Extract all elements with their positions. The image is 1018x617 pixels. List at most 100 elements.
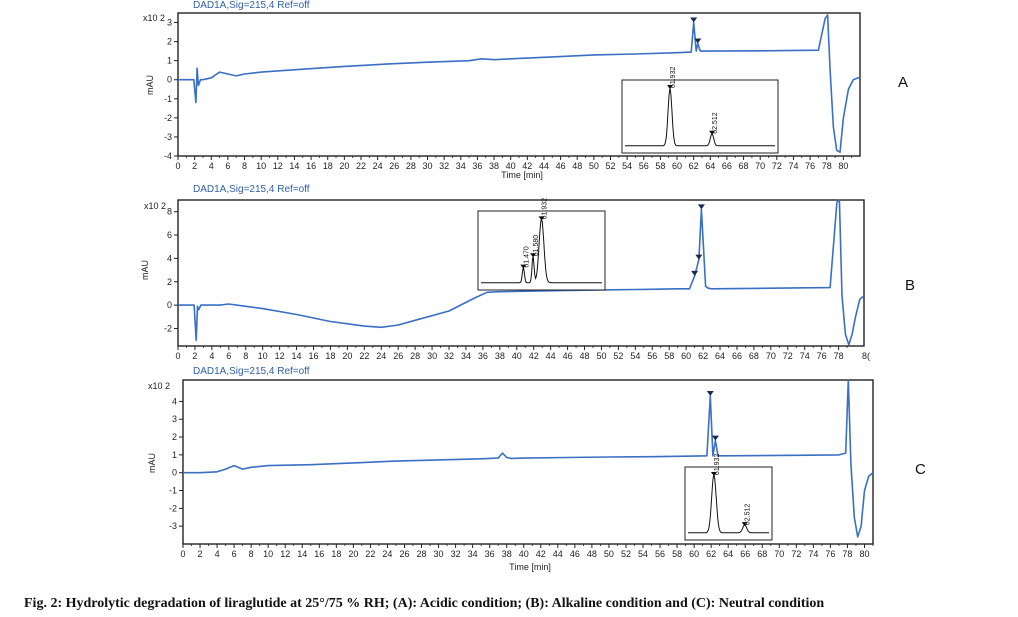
y-tick-label: 3	[172, 414, 177, 424]
x-tick-label: 12	[273, 161, 283, 171]
inset-peak-marker	[530, 253, 537, 258]
x-tick-label: 62	[689, 161, 699, 171]
x-tick-label: 64	[715, 351, 725, 361]
x-tick-label: 42	[529, 351, 539, 361]
inset-peak-label: 61.932	[542, 198, 549, 220]
x-tick-label: 20	[342, 351, 352, 361]
x-tick-label: 26	[399, 549, 409, 559]
peak-marker	[706, 391, 714, 397]
x-tick-label: 62	[706, 549, 716, 559]
x-tick-label: 24	[376, 351, 386, 361]
plot-frame	[177, 199, 865, 347]
x-tick-label: 14	[289, 161, 299, 171]
y-tick-label: 6	[167, 230, 172, 240]
x-tick-label: 10	[263, 549, 273, 559]
x-tick-label: 76	[805, 161, 815, 171]
y-tick-label: -4	[164, 151, 172, 161]
y-tick-label: 1	[172, 450, 177, 460]
peak-marker	[711, 435, 719, 441]
x-tick-label: 58	[664, 351, 674, 361]
x-tick-label: 32	[451, 549, 461, 559]
panel-label: A	[898, 74, 908, 91]
y-tick-label: 2	[167, 37, 172, 47]
x-tick-label: 28	[406, 161, 416, 171]
x-tick-label: 80	[859, 549, 869, 559]
x-tick-label: 64	[705, 161, 715, 171]
x-tick-label: 52	[605, 161, 615, 171]
inset-peak-label: 61.932	[714, 454, 721, 476]
x-tick-label: 2	[192, 161, 197, 171]
x-tick-label: 42	[536, 549, 546, 559]
x-tick-label: 62	[698, 351, 708, 361]
x-tick-label: 48	[572, 161, 582, 171]
x-axis-label: Time [min]	[509, 562, 551, 572]
y-tick-label: 2	[172, 432, 177, 442]
x-tick-label: 14	[292, 351, 302, 361]
x-tick-label: 24	[373, 161, 383, 171]
x-tick-label: 24	[382, 549, 392, 559]
x-axis-label: Time [min]	[501, 170, 543, 180]
x-tick-label: 38	[489, 161, 499, 171]
x-tick-label: 68	[757, 549, 767, 559]
x-tick-label: 12	[275, 351, 285, 361]
x-tick-label: 38	[502, 549, 512, 559]
x-tick-label: 28	[410, 351, 420, 361]
signal-header: DAD1A,Sig=215,4 Ref=off	[193, 184, 310, 195]
x-tick-label: 40	[519, 549, 529, 559]
x-tick-label: 30	[423, 161, 433, 171]
x-tick-label: 64	[723, 549, 733, 559]
x-tick-label: 22	[356, 161, 366, 171]
x-tick-label: 50	[589, 161, 599, 171]
x-tick-label: 54	[622, 161, 632, 171]
x-tick-label: 30	[427, 351, 437, 361]
inset-peak-marker	[520, 264, 527, 269]
x-tick-label: 56	[647, 351, 657, 361]
x-tick-label: 70	[766, 351, 776, 361]
x-tick-label: 46	[556, 161, 566, 171]
x-tick-label: 44	[546, 351, 556, 361]
x-tick-label: 22	[365, 549, 375, 559]
x-tick-label: 32	[444, 351, 454, 361]
x-tick-label: 18	[323, 161, 333, 171]
y-tick-label: -1	[164, 94, 172, 104]
inset-frame	[477, 210, 606, 291]
x-tick-label: 12	[280, 549, 290, 559]
x-tick-label: 16	[306, 161, 316, 171]
x-tick-label: 48	[587, 549, 597, 559]
x-tick-label: 76	[817, 351, 827, 361]
y-tick-label: -2	[169, 503, 177, 513]
x-tick-label: 66	[740, 549, 750, 559]
inset-peak-marker	[667, 85, 673, 90]
x-tick-label: 10	[256, 161, 266, 171]
x-tick-label: 46	[563, 351, 573, 361]
x-tick-label: 18	[331, 549, 341, 559]
x-tick-label: 60	[672, 161, 682, 171]
x-tick-label: 34	[456, 161, 466, 171]
figure-caption: Fig. 2: Hydrolytic degradation of liragl…	[24, 596, 825, 611]
y-tick-label: -2	[164, 113, 172, 123]
x-tick-label: 36	[485, 549, 495, 559]
x-tick-label: 6	[225, 161, 230, 171]
x-tick-label: 74	[800, 351, 810, 361]
x-tick-label: 70	[774, 549, 784, 559]
x-tick-label: 38	[495, 351, 505, 361]
x-tick-label: 44	[553, 549, 563, 559]
x-tick-label: 16	[308, 351, 318, 361]
y-tick-label: 0	[167, 300, 172, 310]
y-multiplier: x10 2	[144, 201, 166, 211]
x-tick-label: 40	[512, 351, 522, 361]
x-tick-label: 0	[175, 161, 180, 171]
peak-marker	[694, 38, 702, 44]
inset-peak-label: 61.580	[533, 235, 540, 257]
x-tick-label: 72	[791, 549, 801, 559]
x-tick-label: 80	[838, 161, 848, 171]
y-tick-label: 2	[167, 277, 172, 287]
y-multiplier: x10 2	[143, 13, 165, 23]
y-tick-label: -3	[164, 132, 172, 142]
x-tick-label: 50	[604, 549, 614, 559]
x-tick-label: 70	[755, 161, 765, 171]
x-tick-label: 18	[325, 351, 335, 361]
peak-marker	[691, 270, 699, 276]
peak-marker	[695, 254, 703, 260]
